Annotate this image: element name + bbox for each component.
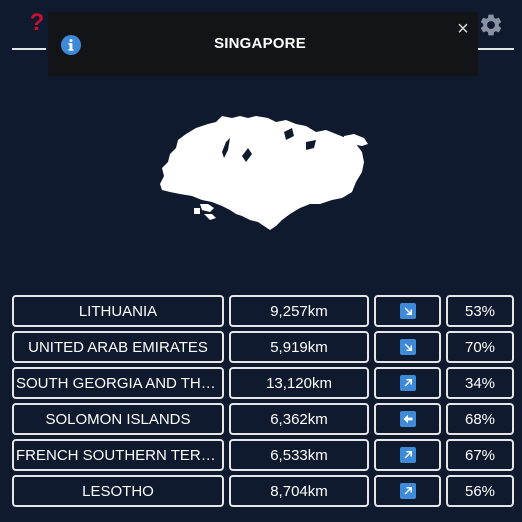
guess-proximity: 67% bbox=[464, 446, 496, 464]
guess-country: FRENCH SOUTHERN TERRITORIES bbox=[16, 446, 220, 464]
guess-distance-cell: 5,919km bbox=[229, 331, 369, 363]
guess-proximity: 70% bbox=[464, 338, 496, 356]
guess-proximity-cell: 70% bbox=[446, 331, 514, 363]
guess-direction-cell bbox=[374, 367, 441, 399]
guess-proximity: 34% bbox=[464, 374, 496, 392]
toast-title: SINGAPORE bbox=[214, 35, 306, 52]
guess-proximity-cell: 67% bbox=[446, 439, 514, 471]
arrow-down-right-icon bbox=[399, 303, 416, 319]
info-icon bbox=[61, 35, 81, 55]
guess-distance: 6,362km bbox=[270, 410, 328, 428]
guess-row: SOUTH GEORGIA AND THE SOUTH SANDWICH ISL… bbox=[12, 367, 514, 399]
guess-proximity-cell: 53% bbox=[446, 295, 514, 327]
guess-country: LESOTHO bbox=[82, 482, 154, 500]
guess-distance-cell: 13,120km bbox=[229, 367, 369, 399]
guess-country: SOLOMON ISLANDS bbox=[45, 410, 191, 428]
guess-distance-cell: 8,704km bbox=[229, 475, 369, 507]
guess-country: UNITED ARAB EMIRATES bbox=[28, 338, 208, 356]
guess-row: LITHUANIA 9,257km 53% bbox=[12, 295, 514, 327]
header-divider-left bbox=[12, 48, 46, 50]
guess-proximity: 56% bbox=[464, 482, 496, 500]
guess-distance-cell: 9,257km bbox=[229, 295, 369, 327]
country-silhouette bbox=[160, 116, 368, 230]
guess-country-cell: LESOTHO bbox=[12, 475, 224, 507]
guess-country-cell: SOUTH GEORGIA AND THE SOUTH SANDWICH ISL… bbox=[12, 367, 224, 399]
guess-proximity: 53% bbox=[464, 302, 496, 320]
guess-country-cell: SOLOMON ISLANDS bbox=[12, 403, 224, 435]
guess-country-cell: FRENCH SOUTHERN TERRITORIES bbox=[12, 439, 224, 471]
guess-row: FRENCH SOUTHERN TERRITORIES 6,533km 67% bbox=[12, 439, 514, 471]
guess-distance: 9,257km bbox=[270, 302, 328, 320]
help-icon[interactable]: ? bbox=[29, 9, 45, 36]
guess-direction-cell bbox=[374, 439, 441, 471]
guess-direction-cell bbox=[374, 295, 441, 327]
guess-list: LITHUANIA 9,257km 53% UNITED ARAB EMIRATES 5… bbox=[12, 295, 514, 511]
arrow-up-right-icon bbox=[399, 375, 416, 391]
guess-distance-cell: 6,533km bbox=[229, 439, 369, 471]
arrow-up-right-icon bbox=[399, 483, 416, 499]
guess-country: SOUTH GEORGIA AND THE SOUTH SANDWICH ISL… bbox=[16, 374, 220, 392]
guess-distance: 8,704km bbox=[270, 482, 328, 500]
header-divider-right bbox=[478, 48, 514, 50]
guess-country-cell: UNITED ARAB EMIRATES bbox=[12, 331, 224, 363]
guess-proximity: 68% bbox=[464, 410, 496, 428]
guess-proximity-cell: 68% bbox=[446, 403, 514, 435]
guess-proximity-cell: 34% bbox=[446, 367, 514, 399]
guess-country-cell: LITHUANIA bbox=[12, 295, 224, 327]
guess-direction-cell bbox=[374, 475, 441, 507]
arrow-left-icon bbox=[399, 411, 416, 427]
guess-proximity-cell: 56% bbox=[446, 475, 514, 507]
guess-distance: 5,919km bbox=[270, 338, 328, 356]
guess-direction-cell bbox=[374, 331, 441, 363]
close-icon[interactable]: × bbox=[457, 18, 469, 40]
guess-distance: 6,533km bbox=[270, 446, 328, 464]
gear-icon[interactable] bbox=[478, 12, 504, 38]
guess-row: UNITED ARAB EMIRATES 5,919km 70% bbox=[12, 331, 514, 363]
arrow-down-right-icon bbox=[399, 339, 416, 355]
answer-toast: SINGAPORE × bbox=[48, 12, 478, 76]
guess-country: LITHUANIA bbox=[78, 302, 158, 320]
guess-distance-cell: 6,362km bbox=[229, 403, 369, 435]
arrow-up-right-icon bbox=[399, 447, 416, 463]
guess-distance: 13,120km bbox=[266, 374, 332, 392]
guess-row: SOLOMON ISLANDS 6,362km 68% bbox=[12, 403, 514, 435]
guess-direction-cell bbox=[374, 403, 441, 435]
guess-row: LESOTHO 8,704km 56% bbox=[12, 475, 514, 507]
